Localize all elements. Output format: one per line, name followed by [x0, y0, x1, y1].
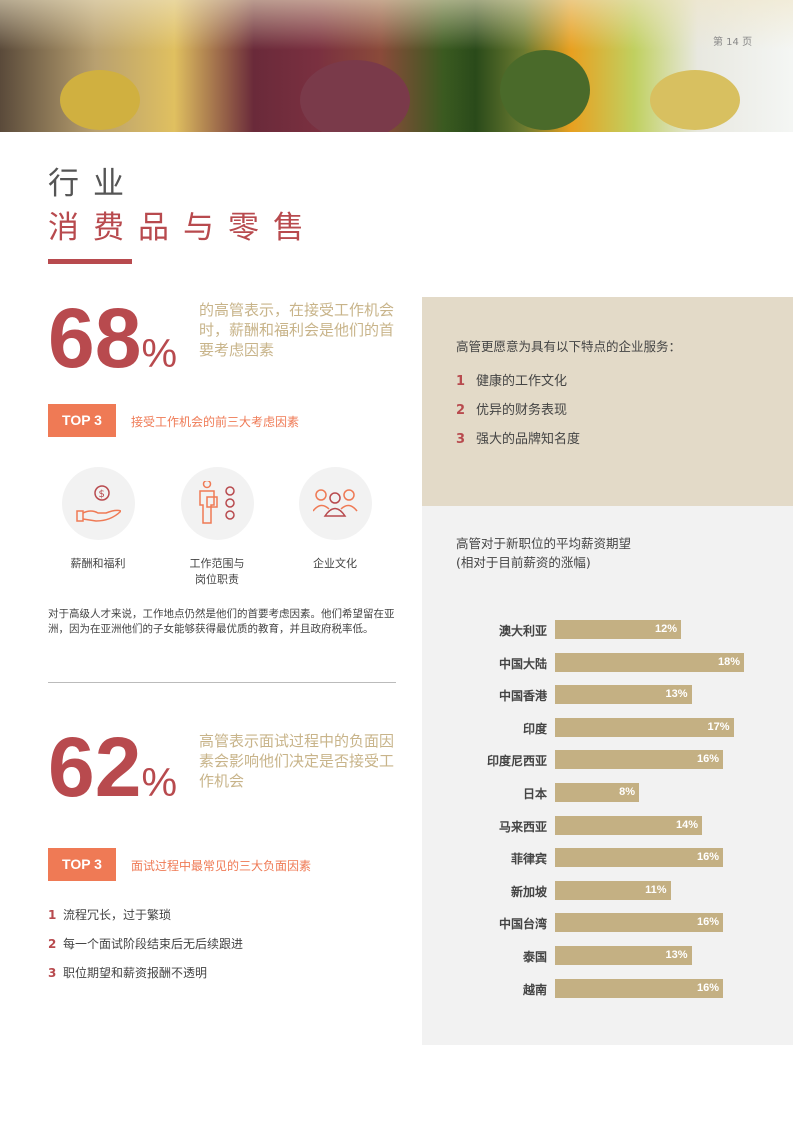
factor-label: 企业文化 — [313, 557, 357, 570]
data-label: 8% — [619, 786, 635, 798]
category-label: 日本 — [522, 787, 547, 801]
category-label: 越南 — [522, 982, 547, 997]
section-label: 行业 — [48, 166, 138, 202]
bar-row: 马来西亚 14% — [422, 815, 793, 836]
category-label: 印度尼西亚 — [486, 754, 547, 769]
bar-row: 印度 17% — [422, 717, 793, 738]
svg-text:$: $ — [99, 489, 105, 500]
bar: 16% — [555, 848, 723, 868]
bar-row: 越南 16% — [422, 978, 793, 999]
data-label: 16% — [696, 851, 719, 864]
negative-factors-list: 1 流程冗长，过于繁琐 2 每一个面试阶段结束后无后续跟进 3 职位期望和薪资报酬不透… — [48, 906, 243, 993]
category-label: 泰国 — [522, 950, 547, 964]
bar: 17% — [555, 717, 734, 737]
bar-row: 中国香港 13% — [422, 685, 793, 705]
list-item: 1 健康的工作文化 — [456, 374, 568, 389]
person-checklist-icon — [181, 467, 254, 540]
top3-badge: TOP 3 — [48, 848, 116, 881]
bar: 11% — [555, 880, 671, 900]
data-label: 16% — [696, 753, 719, 766]
list-item: 2 每一个面试阶段结束后无后续跟进 — [48, 937, 244, 951]
preferences-panel: 高管更愿意为具有以下特点的企业服务： 1 健康的工作文化 2 优异的财务表现 3 强大… — [422, 297, 793, 506]
category-label: 菲律宾 — [510, 852, 547, 867]
hero-photo-supermarket — [0, 0, 793, 132]
chart-title: 高管对于新职位的平均薪资期望 (相对于目前薪资的涨幅) — [456, 536, 632, 570]
salary-chart-panel: 高管对于新职位的平均薪资期望 (相对于目前薪资的涨幅) 澳大利亚 12% 中国大陆 1… — [422, 506, 793, 1045]
list-item: 3 职位期望和薪资报酬不透明 — [48, 966, 208, 980]
bar-row: 菲律宾 16% — [422, 848, 793, 868]
bar-row: 澳大利亚 12% — [422, 620, 793, 640]
category-label: 新加坡 — [510, 884, 547, 899]
bar: 14% — [555, 815, 702, 835]
top3-label: 接受工作机会的前三大考虑因素 — [131, 415, 300, 429]
data-label: 13% — [665, 688, 688, 701]
category-label: 中国台湾 — [498, 917, 547, 932]
bar-row: 日本 8% — [422, 783, 793, 803]
bar: 16% — [555, 913, 723, 933]
page-title: 消费品与零售 — [48, 210, 318, 246]
top3-badge: TOP 3 — [48, 404, 116, 437]
list-item: 3 强大的品牌知名度 — [456, 432, 581, 447]
stat-68-text: 的高管表示，在接受工作机会时，薪酬和福利会是他们的首要考虑因素 — [199, 301, 395, 359]
bar: 16% — [555, 750, 723, 770]
data-label: 14% — [675, 818, 698, 831]
category-label: 马来西亚 — [498, 819, 547, 834]
data-label: 17% — [707, 720, 730, 733]
bar: 12% — [555, 620, 681, 639]
data-label: 16% — [696, 981, 719, 994]
title-rule — [48, 259, 132, 264]
bar: 18% — [555, 652, 744, 672]
category-label: 印度 — [522, 721, 547, 736]
people-group-icon — [299, 467, 372, 540]
page-number: 第 14 页 — [713, 37, 753, 48]
top3-label: 面试过程中最常见的三大负面因素 — [131, 859, 312, 873]
data-label: 11% — [645, 883, 667, 896]
bar-row: 中国大陆 18% — [422, 652, 793, 673]
preferences-heading: 高管更愿意为具有以下特点的企业服务： — [456, 339, 682, 354]
factor-label: 薪酬和福利 — [70, 557, 126, 570]
bar: 13% — [555, 946, 692, 965]
stat-62-text: 高管表示面试过程中的负面因素会影响他们决定是否接受工作机会 — [199, 732, 395, 790]
bar: 8% — [555, 783, 639, 802]
divider — [48, 682, 396, 683]
bar-row: 新加坡 11% — [422, 880, 793, 901]
body-paragraph: 对于高级人才来说，工作地点仍然是他们的首要考虑因素。他们希望留在亚洲，因为在亚洲… — [48, 608, 395, 635]
bar-row: 印度尼西亚 16% — [422, 750, 793, 770]
stat-68: 68% — [48, 291, 178, 385]
stat-62: 62% — [48, 720, 178, 814]
data-label: 13% — [665, 949, 688, 961]
bar: 13% — [555, 685, 692, 705]
hand-dollar-icon: $ — [62, 467, 135, 540]
category-label: 中国香港 — [498, 689, 547, 704]
data-label: 16% — [696, 916, 719, 929]
bar-row: 泰国 13% — [422, 946, 793, 966]
data-label: 12% — [654, 623, 677, 635]
factor-label: 工作范围与 岗位职责 — [189, 557, 245, 586]
list-item: 2 优异的财务表现 — [456, 403, 568, 418]
category-label: 中国大陆 — [498, 656, 547, 671]
list-item: 1 流程冗长，过于繁琐 — [48, 908, 172, 922]
data-label: 18% — [717, 655, 740, 668]
bar-row: 中国台湾 16% — [422, 913, 793, 933]
bar: 16% — [555, 978, 723, 998]
category-label: 澳大利亚 — [498, 624, 547, 638]
